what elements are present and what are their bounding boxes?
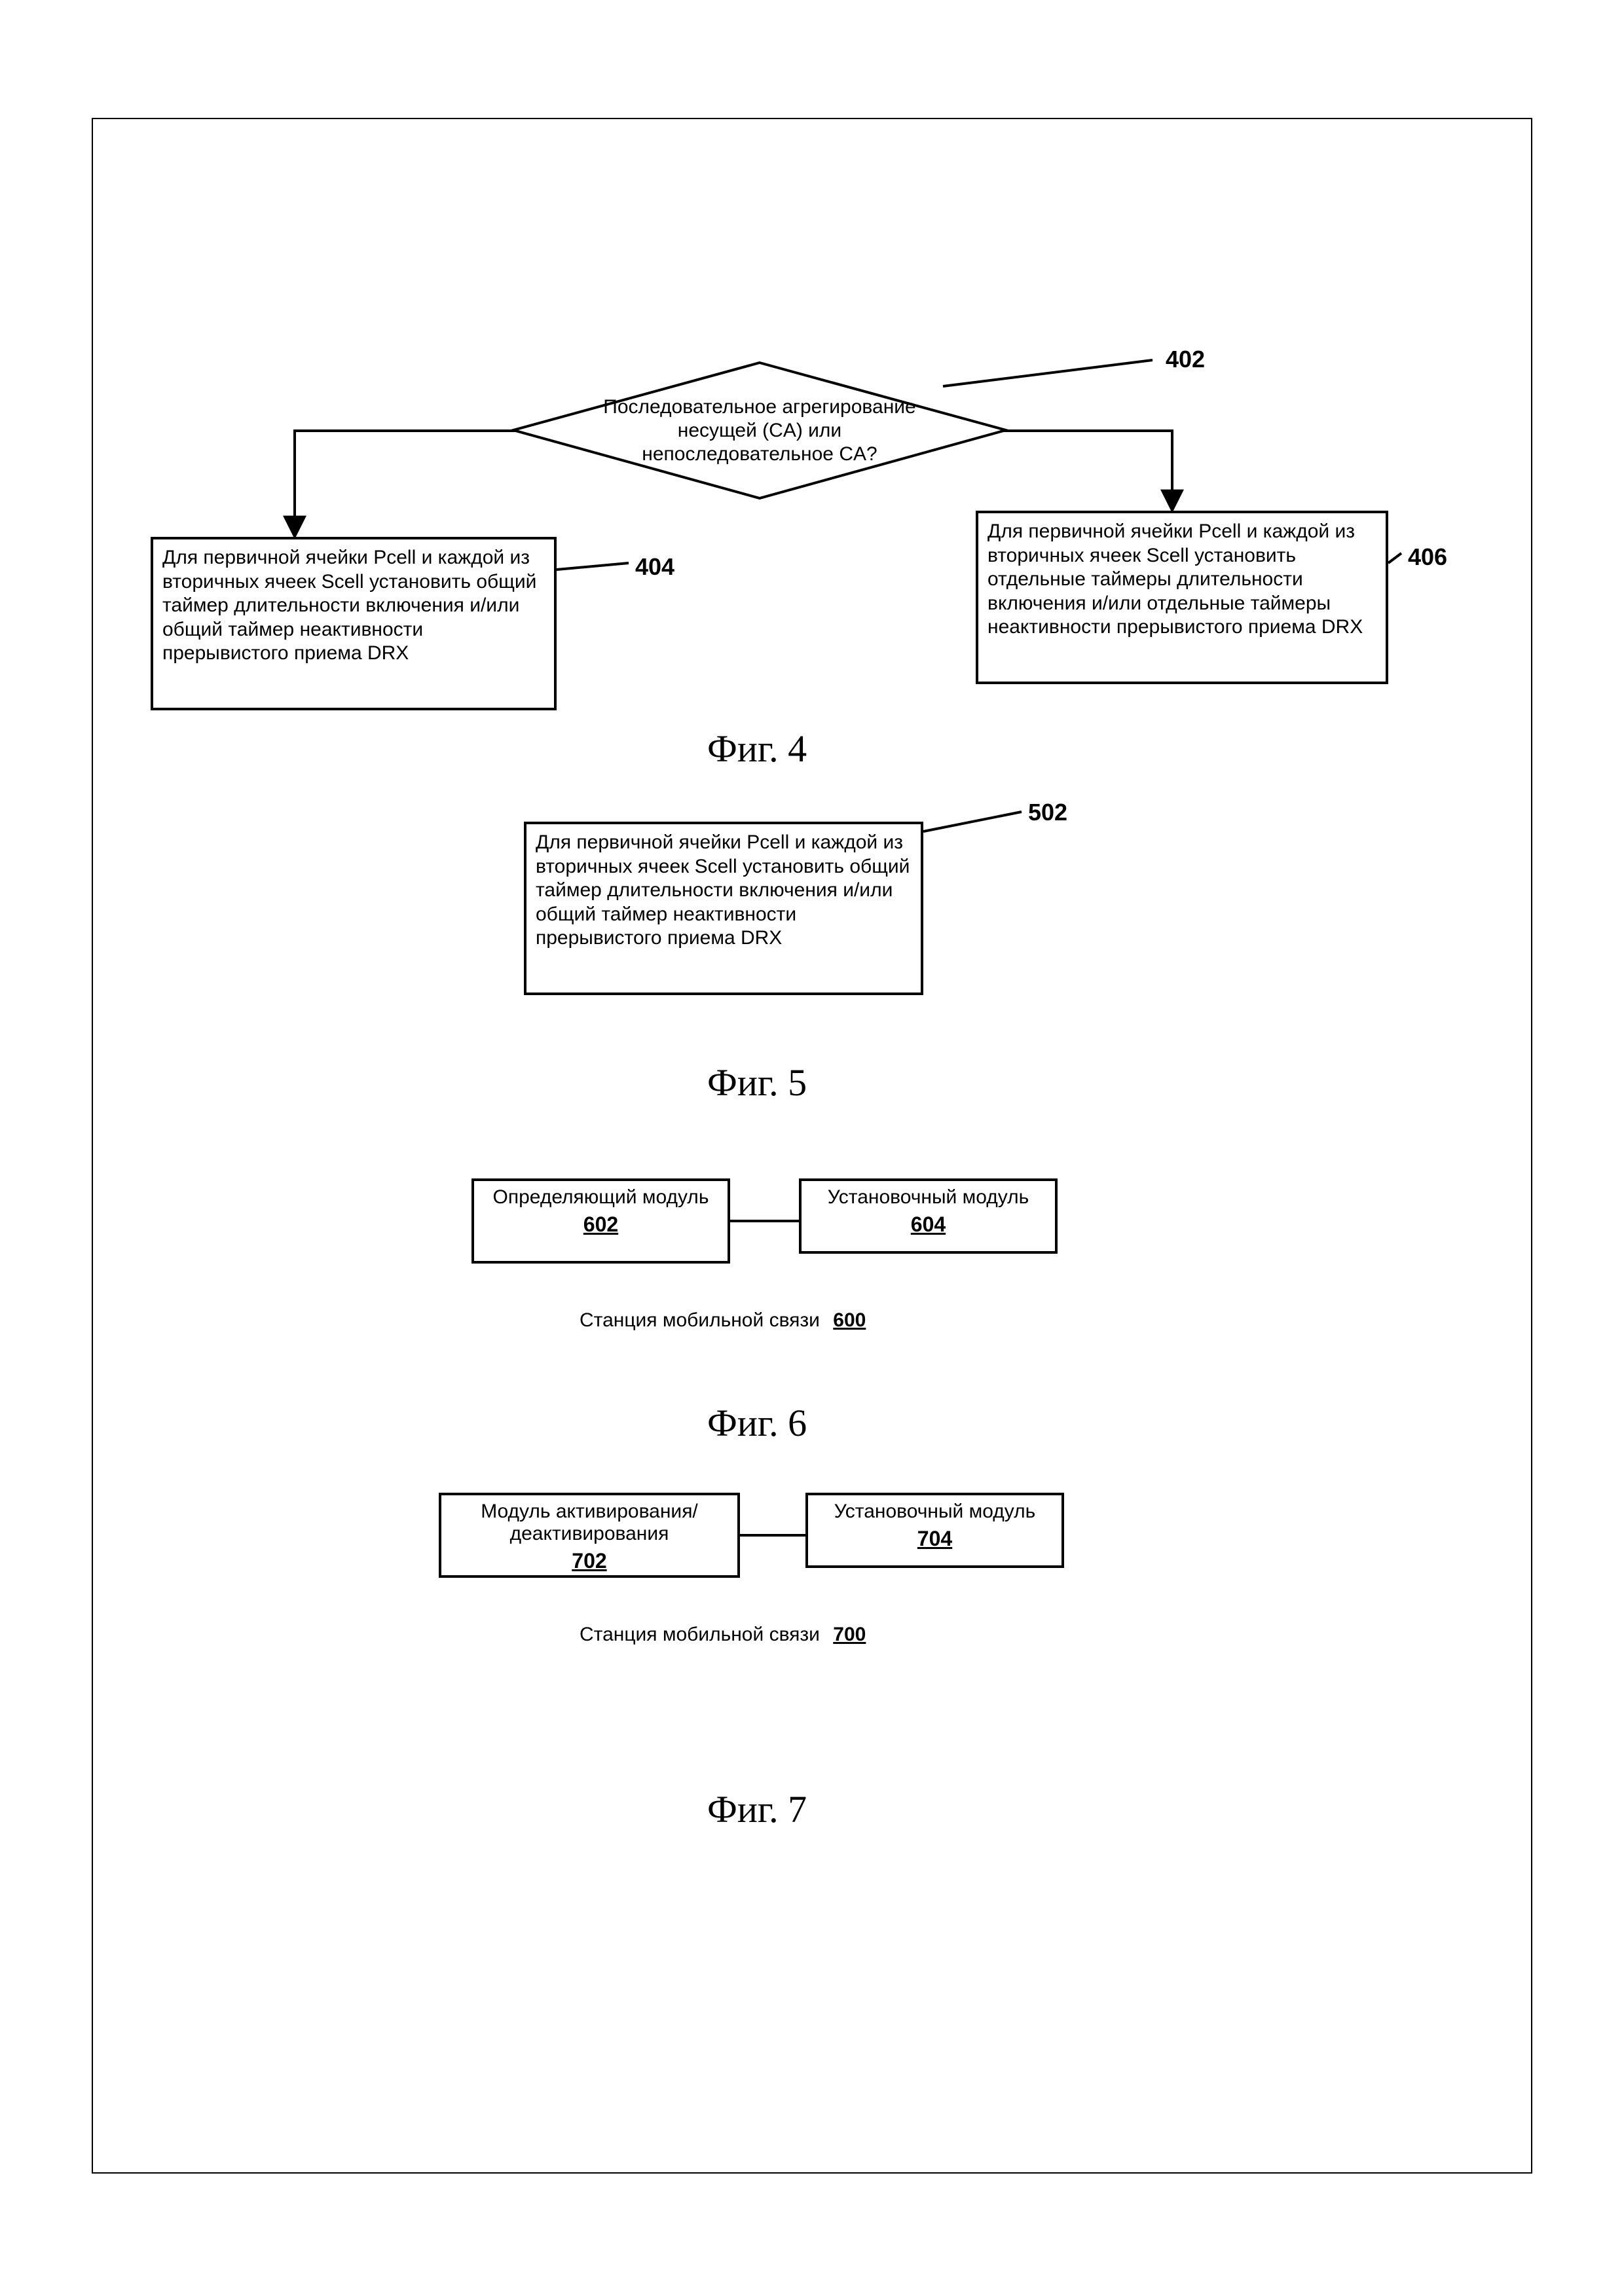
module-604-num: 604 [802,1212,1055,1237]
module-702: Модуль активирования/ деактивирования 70… [439,1493,740,1578]
module-602-num: 602 [474,1212,728,1237]
box-404-text: Для первичной ячейки Pcell и каждой из в… [162,547,536,664]
box-502: Для первичной ячейки Pcell и каждой из в… [524,822,923,995]
box-406-text: Для первичной ячейки Pcell и каждой из в… [987,520,1363,638]
module-702-num: 702 [441,1549,737,1573]
module-702-label: Модуль активирования/ деактивирования [481,1501,698,1544]
station-700-label: Станция мобильной связи [580,1624,820,1645]
station-600-num: 600 [833,1309,866,1331]
module-604: Установочный модуль 604 [799,1178,1058,1254]
fig7-title: Фиг. 7 [707,1787,807,1831]
module-704: Установочный модуль 704 [805,1493,1064,1568]
module-602-label: Определяющий модуль [493,1186,709,1208]
station-700: Станция мобильной связи 700 [580,1624,866,1646]
module-704-label: Установочный модуль [834,1501,1036,1522]
content-area: Последовательное агрегирование несущей (… [92,118,1532,2174]
fig5-title: Фиг. 5 [707,1061,807,1104]
ref-404: 404 [635,553,674,581]
module-704-num: 704 [808,1527,1061,1551]
fig4-title: Фиг. 4 [707,727,807,771]
ref-402: 402 [1166,346,1205,373]
station-700-num: 700 [833,1624,866,1645]
box-502-text: Для первичной ячейки Pcell и каждой из в… [536,831,910,949]
station-600-label: Станция мобильной связи [580,1309,820,1331]
ref-406: 406 [1408,543,1447,571]
fig6-title: Фиг. 6 [707,1401,807,1445]
module-602: Определяющий модуль 602 [471,1178,730,1264]
box-406: Для первичной ячейки Pcell и каждой из в… [976,511,1388,684]
ref-502: 502 [1028,799,1067,826]
station-600: Станция мобильной связи 600 [580,1309,866,1332]
decision-diamond: Последовательное агрегирование несущей (… [511,360,1008,501]
decision-text: Последовательное агрегирование несущей (… [589,395,930,466]
module-604-label: Установочный модуль [828,1186,1029,1208]
box-404: Для первичной ячейки Pcell и каждой из в… [151,537,557,710]
